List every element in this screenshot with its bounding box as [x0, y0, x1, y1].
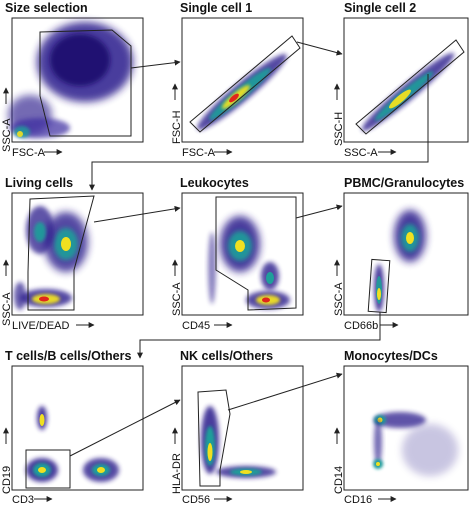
- x-axis-label: CD56: [182, 494, 210, 506]
- x-axis-label: FSC-A: [12, 147, 46, 159]
- density-cloud: [208, 216, 290, 309]
- panel-title: Size selection: [5, 1, 88, 15]
- density-cloud: [201, 406, 276, 478]
- arrow-size-to-single1: [130, 59, 181, 69]
- panel-single-cell-2: Single cell 2 SSC-H SSC-A: [333, 1, 469, 159]
- gate-living-cells[interactable]: [27, 195, 95, 311]
- panel-title: PBMC/Granulocytes: [344, 176, 464, 190]
- y-axis-label: FSC-H: [171, 110, 183, 144]
- density-cloud: [26, 406, 119, 482]
- panel-title: Monocytes/DCs: [344, 349, 438, 363]
- gate-size-selection[interactable]: [39, 29, 132, 137]
- panel-title: Single cell 2: [344, 1, 416, 15]
- y-axis-label: SSC-H: [333, 112, 345, 146]
- panel-title: T cells/B cells/Others: [5, 349, 131, 363]
- x-axis-label: CD45: [182, 320, 210, 332]
- x-axis-label: FSC-A: [182, 147, 216, 159]
- panel-t-b-others: T cells/B cells/Others CD19 CD3: [1, 349, 144, 506]
- x-axis-label: SSC-A: [344, 147, 378, 159]
- x-axis-label: LIVE/DEAD: [12, 320, 70, 332]
- gate-others[interactable]: [25, 449, 71, 489]
- panel-title: Leukocytes: [180, 176, 249, 190]
- gate-leukocytes[interactable]: [215, 196, 297, 311]
- x-axis-label: CD66b: [344, 320, 378, 332]
- arrow-tb-to-nk: [69, 399, 181, 457]
- y-axis-label: SSC-A: [333, 282, 345, 316]
- arrow-single1-to-single2: [296, 41, 343, 56]
- arrow-pbmc-to-tb: [137, 312, 381, 359]
- x-axis-label: CD16: [344, 494, 372, 506]
- x-axis-label: CD3: [12, 494, 34, 506]
- density-cloud: [374, 210, 426, 312]
- panel-nk-others: NK cells/Others HLA-DR CD56: [171, 349, 304, 506]
- y-axis-label: CD19: [1, 466, 13, 494]
- density-cloud: [197, 54, 287, 130]
- y-axis-label: SSC-A: [1, 118, 13, 152]
- panel-living-cells: Living cells SSC-A LIVE/DEAD: [1, 176, 144, 332]
- arrow-single2-to-living: [89, 74, 429, 191]
- density-cloud: [361, 52, 455, 132]
- gate-pbmc[interactable]: [367, 258, 391, 314]
- panel-title: Single cell 1: [180, 1, 252, 15]
- density-cloud: [373, 412, 458, 476]
- arrow-leukocytes-to-pbmc: [295, 204, 343, 219]
- panel-single-cell-1: Single cell 1 FSC-H FSC-A: [171, 1, 304, 159]
- gate-single-cell-2[interactable]: [355, 39, 465, 135]
- gate-others[interactable]: [197, 389, 231, 487]
- y-axis-label: HLA-DR: [171, 453, 183, 494]
- y-axis-label: CD14: [333, 466, 345, 494]
- gate-connectors: [69, 41, 429, 457]
- plot-frame: [343, 365, 469, 491]
- arrow-living-to-leukocytes: [93, 205, 181, 223]
- panel-title: NK cells/Others: [180, 349, 273, 363]
- y-axis-label: SSC-A: [1, 292, 13, 326]
- panel-size-selection: Size selection SSC-A FSC-A: [1, 1, 144, 159]
- y-axis-label: SSC-A: [171, 282, 183, 316]
- arrow-nk-to-monocytes: [227, 372, 343, 411]
- panel-title: Living cells: [5, 176, 73, 190]
- panel-monocytes-dcs: Monocytes/DCs CD14 CD16: [333, 349, 469, 506]
- panel-pbmc-granulocytes: PBMC/Granulocytes SSC-A CD66b: [333, 176, 469, 332]
- plot-frame: [343, 17, 469, 143]
- density-cloud: [8, 22, 133, 138]
- panel-leukocytes: Leukocytes SSC-A CD45: [171, 176, 304, 332]
- gate-single-cell-1[interactable]: [189, 35, 301, 133]
